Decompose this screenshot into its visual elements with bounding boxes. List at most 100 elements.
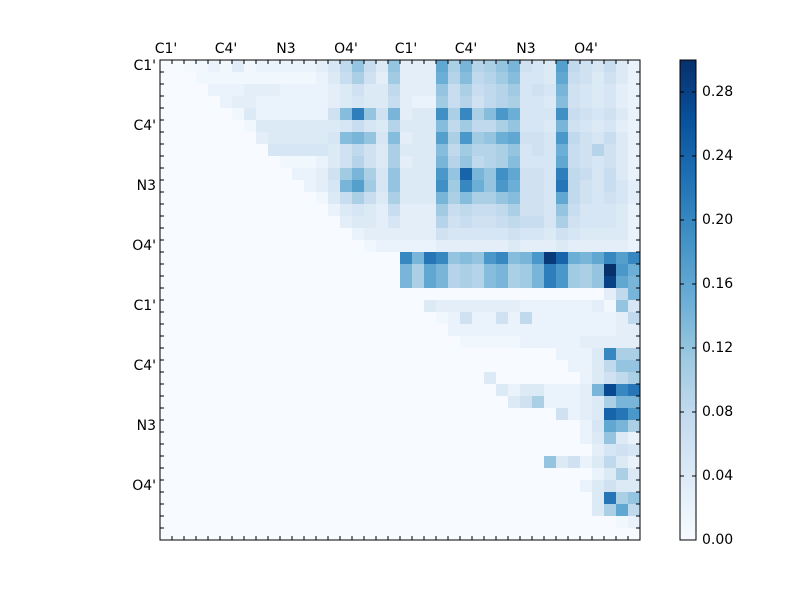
heatmap-cell xyxy=(424,372,437,385)
heatmap-cell xyxy=(292,492,305,505)
x-tick-label: N3 xyxy=(516,41,535,57)
heatmap-cell xyxy=(556,516,569,529)
heatmap-cell xyxy=(376,492,389,505)
heatmap-cell xyxy=(292,276,305,289)
heatmap-cell xyxy=(544,240,557,253)
heatmap-cell xyxy=(436,132,449,145)
heatmap-cell xyxy=(628,492,641,505)
heatmap-cell xyxy=(616,288,629,301)
heatmap-cell xyxy=(592,216,605,229)
heatmap-cell xyxy=(184,396,197,409)
heatmap-cell xyxy=(184,228,197,241)
heatmap-cell xyxy=(364,468,377,481)
heatmap-cell xyxy=(556,492,569,505)
heatmap-cell xyxy=(352,84,365,97)
heatmap-cell xyxy=(184,492,197,505)
heatmap-cell xyxy=(292,384,305,397)
heatmap-cell xyxy=(628,324,641,337)
heatmap-cell xyxy=(400,408,413,421)
heatmap-cell xyxy=(568,276,581,289)
heatmap-cell xyxy=(244,432,257,445)
heatmap-cell xyxy=(208,72,221,85)
heatmap-cell xyxy=(292,228,305,241)
heatmap-cell xyxy=(172,60,185,73)
heatmap-cell xyxy=(292,420,305,433)
heatmap-cell xyxy=(616,480,629,493)
heatmap-cell xyxy=(304,216,317,229)
heatmap-cell xyxy=(352,336,365,349)
heatmap-cell xyxy=(604,168,617,181)
heatmap-cell xyxy=(412,492,425,505)
heatmap-cell xyxy=(184,192,197,205)
heatmap-cell xyxy=(460,120,473,133)
heatmap-cell xyxy=(328,336,341,349)
heatmap-cell xyxy=(520,288,533,301)
heatmap-cell xyxy=(436,348,449,361)
heatmap-cell xyxy=(472,192,485,205)
heatmap-cell xyxy=(520,108,533,121)
heatmap-cell xyxy=(172,288,185,301)
heatmap-cell xyxy=(592,120,605,133)
heatmap-cell xyxy=(304,60,317,73)
heatmap-cell xyxy=(172,444,185,457)
heatmap-cell xyxy=(544,72,557,85)
heatmap-cell xyxy=(328,216,341,229)
heatmap-cell xyxy=(412,276,425,289)
heatmap-cell xyxy=(208,360,221,373)
heatmap-cell xyxy=(364,252,377,265)
heatmap-cell xyxy=(556,312,569,325)
heatmap-cell xyxy=(412,252,425,265)
heatmap-cell xyxy=(604,432,617,445)
heatmap-cell xyxy=(616,372,629,385)
heatmap-cell xyxy=(160,396,173,409)
heatmap-cell xyxy=(616,504,629,517)
heatmap-cell xyxy=(292,300,305,313)
heatmap-cell xyxy=(580,528,593,541)
heatmap-cell xyxy=(328,312,341,325)
heatmap-cell xyxy=(520,504,533,517)
heatmap-cell xyxy=(532,420,545,433)
heatmap-cell xyxy=(472,384,485,397)
heatmap-cell xyxy=(256,468,269,481)
heatmap-cell xyxy=(340,396,353,409)
heatmap-cell xyxy=(484,348,497,361)
heatmap-cell xyxy=(436,204,449,217)
heatmap-cell xyxy=(268,432,281,445)
heatmap-cell xyxy=(232,300,245,313)
heatmap-cell xyxy=(508,168,521,181)
heatmap-cell xyxy=(160,96,173,109)
heatmap-cell xyxy=(580,492,593,505)
heatmap-cell xyxy=(244,180,257,193)
heatmap-cell xyxy=(508,132,521,145)
heatmap-cell xyxy=(340,192,353,205)
heatmap-cell xyxy=(580,180,593,193)
heatmap-cell xyxy=(496,168,509,181)
heatmap-cell xyxy=(484,408,497,421)
heatmap-cell xyxy=(484,60,497,73)
heatmap-cell xyxy=(244,288,257,301)
x-tick-label: C4' xyxy=(455,41,478,57)
heatmap-cell xyxy=(388,288,401,301)
heatmap-cell xyxy=(340,252,353,265)
heatmap-cell xyxy=(364,288,377,301)
heatmap-cell xyxy=(280,516,293,529)
heatmap-cell xyxy=(292,360,305,373)
heatmap-cell xyxy=(196,228,209,241)
heatmap-cell xyxy=(628,240,641,253)
heatmap-cell xyxy=(364,84,377,97)
heatmap-cell xyxy=(412,384,425,397)
heatmap-cell xyxy=(556,336,569,349)
heatmap-cell xyxy=(448,156,461,169)
heatmap-cell xyxy=(376,324,389,337)
heatmap-cell xyxy=(412,336,425,349)
heatmap-cell xyxy=(232,144,245,157)
heatmap-cell xyxy=(568,132,581,145)
heatmap-cell xyxy=(352,156,365,169)
heatmap-cell xyxy=(544,216,557,229)
heatmap-cell xyxy=(580,120,593,133)
heatmap-cell xyxy=(496,504,509,517)
heatmap-cell xyxy=(556,240,569,253)
heatmap-cell xyxy=(376,240,389,253)
heatmap-cell xyxy=(388,360,401,373)
